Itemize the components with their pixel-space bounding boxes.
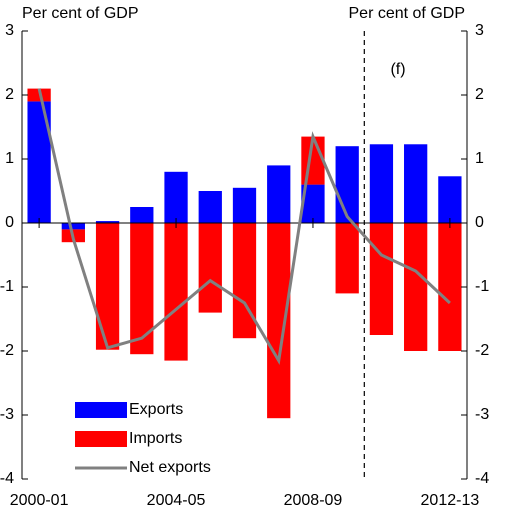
y2-tick-label: 2	[475, 86, 484, 103]
y2-tick-label: 3	[475, 22, 484, 39]
bar	[369, 144, 394, 223]
bar	[61, 223, 85, 230]
y2-tick-label: 0	[475, 214, 484, 231]
legend-label: Imports	[129, 430, 182, 447]
bar	[198, 191, 222, 223]
y2-tick-label: -2	[475, 342, 489, 359]
bar	[95, 223, 120, 350]
bar	[27, 101, 51, 223]
y-tick-label: -4	[0, 470, 14, 487]
bar	[164, 171, 188, 223]
bar	[267, 223, 291, 419]
bar	[335, 146, 359, 223]
bar	[232, 223, 257, 339]
bar	[198, 223, 222, 313]
legend-swatch	[75, 402, 127, 418]
y-tick-label: 0	[5, 214, 14, 231]
y-axis-label-right: Per cent of GDP	[349, 5, 466, 22]
line	[37, 88, 451, 365]
legend-label: Net exports	[129, 459, 211, 476]
bar	[267, 165, 291, 223]
y-tick-label: 2	[5, 86, 14, 103]
y-tick-label: -2	[0, 342, 14, 359]
bar	[369, 223, 394, 335]
y2-tick-label: -1	[475, 278, 489, 295]
annotation: (f)	[390, 61, 405, 78]
y-tick-label: -3	[0, 406, 14, 423]
legend-label: Exports	[129, 401, 183, 418]
bar	[404, 144, 428, 223]
bar	[301, 184, 325, 223]
bar	[95, 221, 120, 223]
y-axis-label-left: Per cent of GDP	[22, 5, 139, 22]
y-tick-label: 3	[5, 22, 14, 39]
y2-tick-label: -4	[475, 470, 489, 487]
bar	[130, 207, 154, 223]
bar	[130, 223, 154, 355]
y2-tick-label: 1	[475, 150, 484, 167]
x-tick-label: 2012-13	[421, 492, 480, 509]
legend-swatch	[75, 431, 127, 447]
x-tick-label: 2004-05	[147, 492, 206, 509]
bar	[164, 223, 188, 361]
x-tick-label: 2000-01	[10, 492, 69, 509]
y2-tick-label: -3	[475, 406, 489, 423]
bar	[438, 176, 462, 223]
y-tick-label: 1	[5, 150, 14, 167]
bar	[232, 187, 257, 223]
bar	[438, 223, 462, 351]
bar	[404, 223, 428, 351]
bar	[335, 223, 359, 294]
x-tick-label: 2008-09	[284, 492, 343, 509]
y-tick-label: -1	[0, 278, 14, 295]
